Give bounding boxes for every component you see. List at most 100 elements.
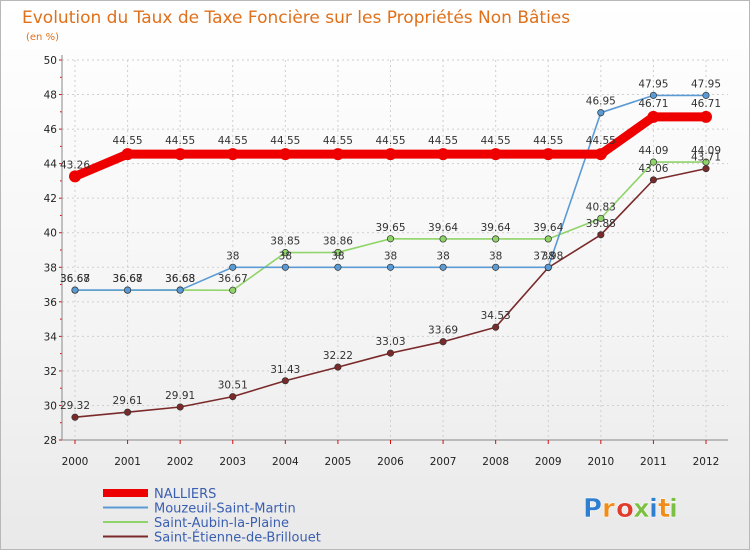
data-label: 46.95: [586, 96, 616, 108]
data-label: 36.67: [218, 273, 248, 285]
data-label: 39.64: [481, 222, 511, 234]
y-tick-label: 44: [44, 159, 58, 171]
data-point: [492, 263, 500, 271]
data-label: 44.55: [165, 135, 195, 147]
data-label: 43.71: [691, 152, 721, 164]
data-label: 29.32: [60, 400, 90, 412]
x-tick-label: 2001: [114, 456, 141, 468]
data-point: [281, 263, 289, 271]
chart-subtitle: (en %): [26, 32, 59, 43]
logo-letter: P: [583, 494, 602, 524]
x-tick-label: 2007: [430, 456, 457, 468]
data-point: [597, 231, 605, 239]
y-tick-label: 34: [44, 331, 58, 343]
data-label: 38.86: [323, 235, 353, 247]
data-label: 38: [331, 250, 344, 262]
data-label: 36.68: [165, 273, 195, 285]
y-tick-label: 28: [44, 435, 57, 447]
x-tick-label: 2006: [377, 456, 404, 468]
data-label: 44.09: [638, 145, 668, 157]
data-label: 38: [279, 250, 292, 262]
y-tick-label: 38: [44, 262, 57, 274]
y-tick-label: 42: [44, 193, 57, 205]
data-label: 39.64: [428, 222, 458, 234]
data-label: 39.65: [375, 222, 405, 234]
data-point: [279, 148, 292, 161]
data-point: [489, 148, 502, 161]
data-point: [281, 377, 289, 385]
legend-label-2: Saint-Aubin-la-Plaine: [154, 516, 289, 531]
y-tick-label: 30: [44, 400, 57, 412]
data-label: 43.06: [638, 163, 668, 175]
legend: NALLIERSMouzeuil-Saint-MartinSaint-Aubin…: [103, 487, 321, 546]
data-label: 44.09: [691, 145, 721, 157]
x-tick-label: 2000: [62, 456, 89, 468]
data-point: [439, 235, 447, 243]
data-label: 37.98: [533, 251, 563, 263]
data-point: [649, 91, 657, 99]
data-point: [226, 148, 239, 161]
legend-label-0: NALLIERS: [154, 487, 216, 502]
series-layer: [69, 91, 712, 421]
data-labels: 43.26 44.55 44.55 44.55 44.55 44.55 44.55 44.55…: [60, 78, 721, 412]
data-point: [597, 109, 605, 117]
data-label: 39.64: [533, 222, 563, 234]
data-label: 46.71: [638, 98, 668, 110]
data-label: 44.55: [270, 135, 300, 147]
data-label: 46.71: [691, 98, 721, 110]
logo-letter: t: [658, 494, 670, 524]
data-point: [702, 158, 710, 166]
logo-letter: i: [649, 494, 658, 524]
data-point: [492, 235, 500, 243]
data-label: 38: [542, 250, 555, 262]
data-label: 33.03: [375, 336, 405, 348]
x-tick-label: 2008: [482, 456, 509, 468]
x-tick-label: 2005: [325, 456, 352, 468]
data-label: 36.67: [60, 273, 90, 285]
x-tick-label: 2004: [272, 456, 299, 468]
data-point: [649, 158, 657, 166]
data-point: [597, 214, 605, 222]
data-point: [281, 249, 289, 257]
data-point: [174, 148, 187, 161]
data-label: 44.55: [113, 135, 143, 147]
data-point: [544, 235, 552, 243]
data-point: [702, 165, 710, 173]
data-point: [124, 408, 132, 416]
data-label: 44.55: [375, 135, 405, 147]
data-label: 44.55: [533, 135, 563, 147]
data-label: 33.69: [428, 325, 458, 337]
chart-title: Evolution du Taux de Taxe Foncière sur l…: [22, 8, 570, 28]
data-point: [544, 263, 552, 271]
data-point: [594, 148, 607, 161]
data-point: [542, 148, 555, 161]
data-label: 39.88: [586, 218, 616, 230]
y-tick-label: 50: [44, 55, 57, 67]
data-point: [649, 176, 657, 184]
x-tick-label: 2012: [693, 456, 720, 468]
data-point: [331, 148, 344, 161]
data-point: [700, 110, 712, 123]
data-label: 43.26: [60, 159, 90, 171]
logo-letter: x: [633, 494, 650, 524]
data-label: 44.55: [481, 135, 511, 147]
data-label: 38: [489, 250, 502, 262]
x-tick-label: 2009: [535, 456, 562, 468]
data-label: 38: [436, 250, 449, 262]
data-label: 29.91: [165, 390, 195, 402]
logo-letter: i: [669, 494, 678, 524]
data-label: 36.67: [113, 273, 143, 285]
data-point: [229, 393, 237, 401]
data-label: 38: [226, 250, 239, 262]
data-point: [439, 338, 447, 346]
x-tick-label: 2010: [587, 456, 614, 468]
x-tick-label: 2002: [167, 456, 194, 468]
data-point: [71, 413, 79, 421]
x-tick-label: 2011: [640, 456, 667, 468]
data-point: [334, 263, 342, 271]
data-label: 30.51: [218, 380, 248, 392]
data-point: [229, 263, 237, 271]
